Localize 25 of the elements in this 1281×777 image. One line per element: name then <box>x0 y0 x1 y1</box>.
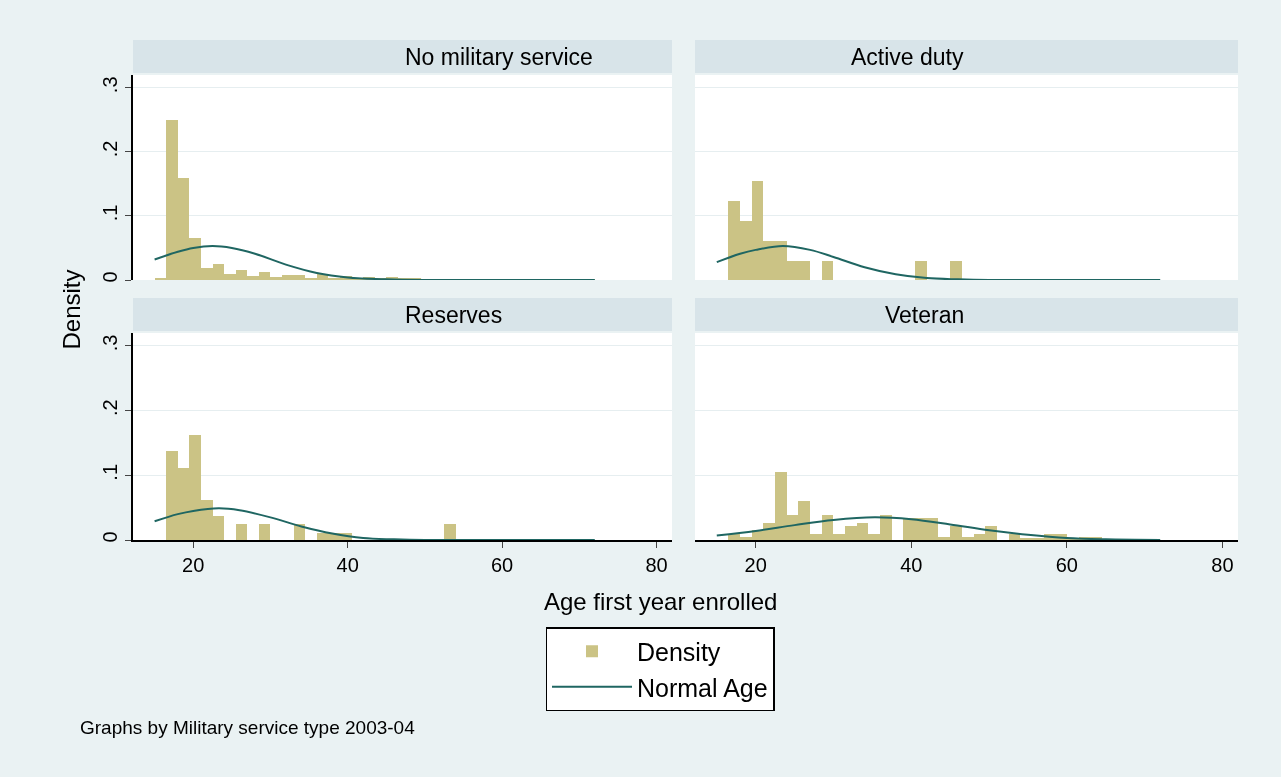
legend-label: Density <box>637 638 721 666</box>
y-tick-label: 0 <box>99 271 122 283</box>
x-tick-label: 20 <box>182 553 205 576</box>
y-tick-label: .2 <box>99 140 122 158</box>
chart-title: Reserves <box>405 302 503 328</box>
y-axis-title: Density <box>57 269 85 350</box>
x-tick-label: 60 <box>1055 553 1078 576</box>
chart-title: Active duty <box>851 44 964 70</box>
x-tick-label: 80 <box>1211 553 1234 576</box>
chart-title: Veteran <box>885 302 965 328</box>
x-tick-label: 20 <box>744 553 767 576</box>
x-tick-label: 40 <box>900 553 923 576</box>
x-tick-label: 40 <box>336 553 359 576</box>
text: Graphs by Military service type 2003-04 <box>80 717 416 738</box>
y-tick-label: 0 <box>99 531 122 543</box>
y-tick-label: .1 <box>99 204 122 222</box>
chart-title: No military service <box>405 44 593 70</box>
x-tick-label: 80 <box>645 553 668 576</box>
x-tick-label: 60 <box>490 553 514 576</box>
y-tick-label: .3 <box>99 334 122 352</box>
y-tick-label: .2 <box>99 399 122 416</box>
y-tick-label: .1 <box>99 463 122 481</box>
y-tick-label: .3 <box>99 76 122 94</box>
x-axis-title: Age first year enrolled <box>544 588 778 615</box>
legend-label: Normal Age <box>637 673 768 702</box>
